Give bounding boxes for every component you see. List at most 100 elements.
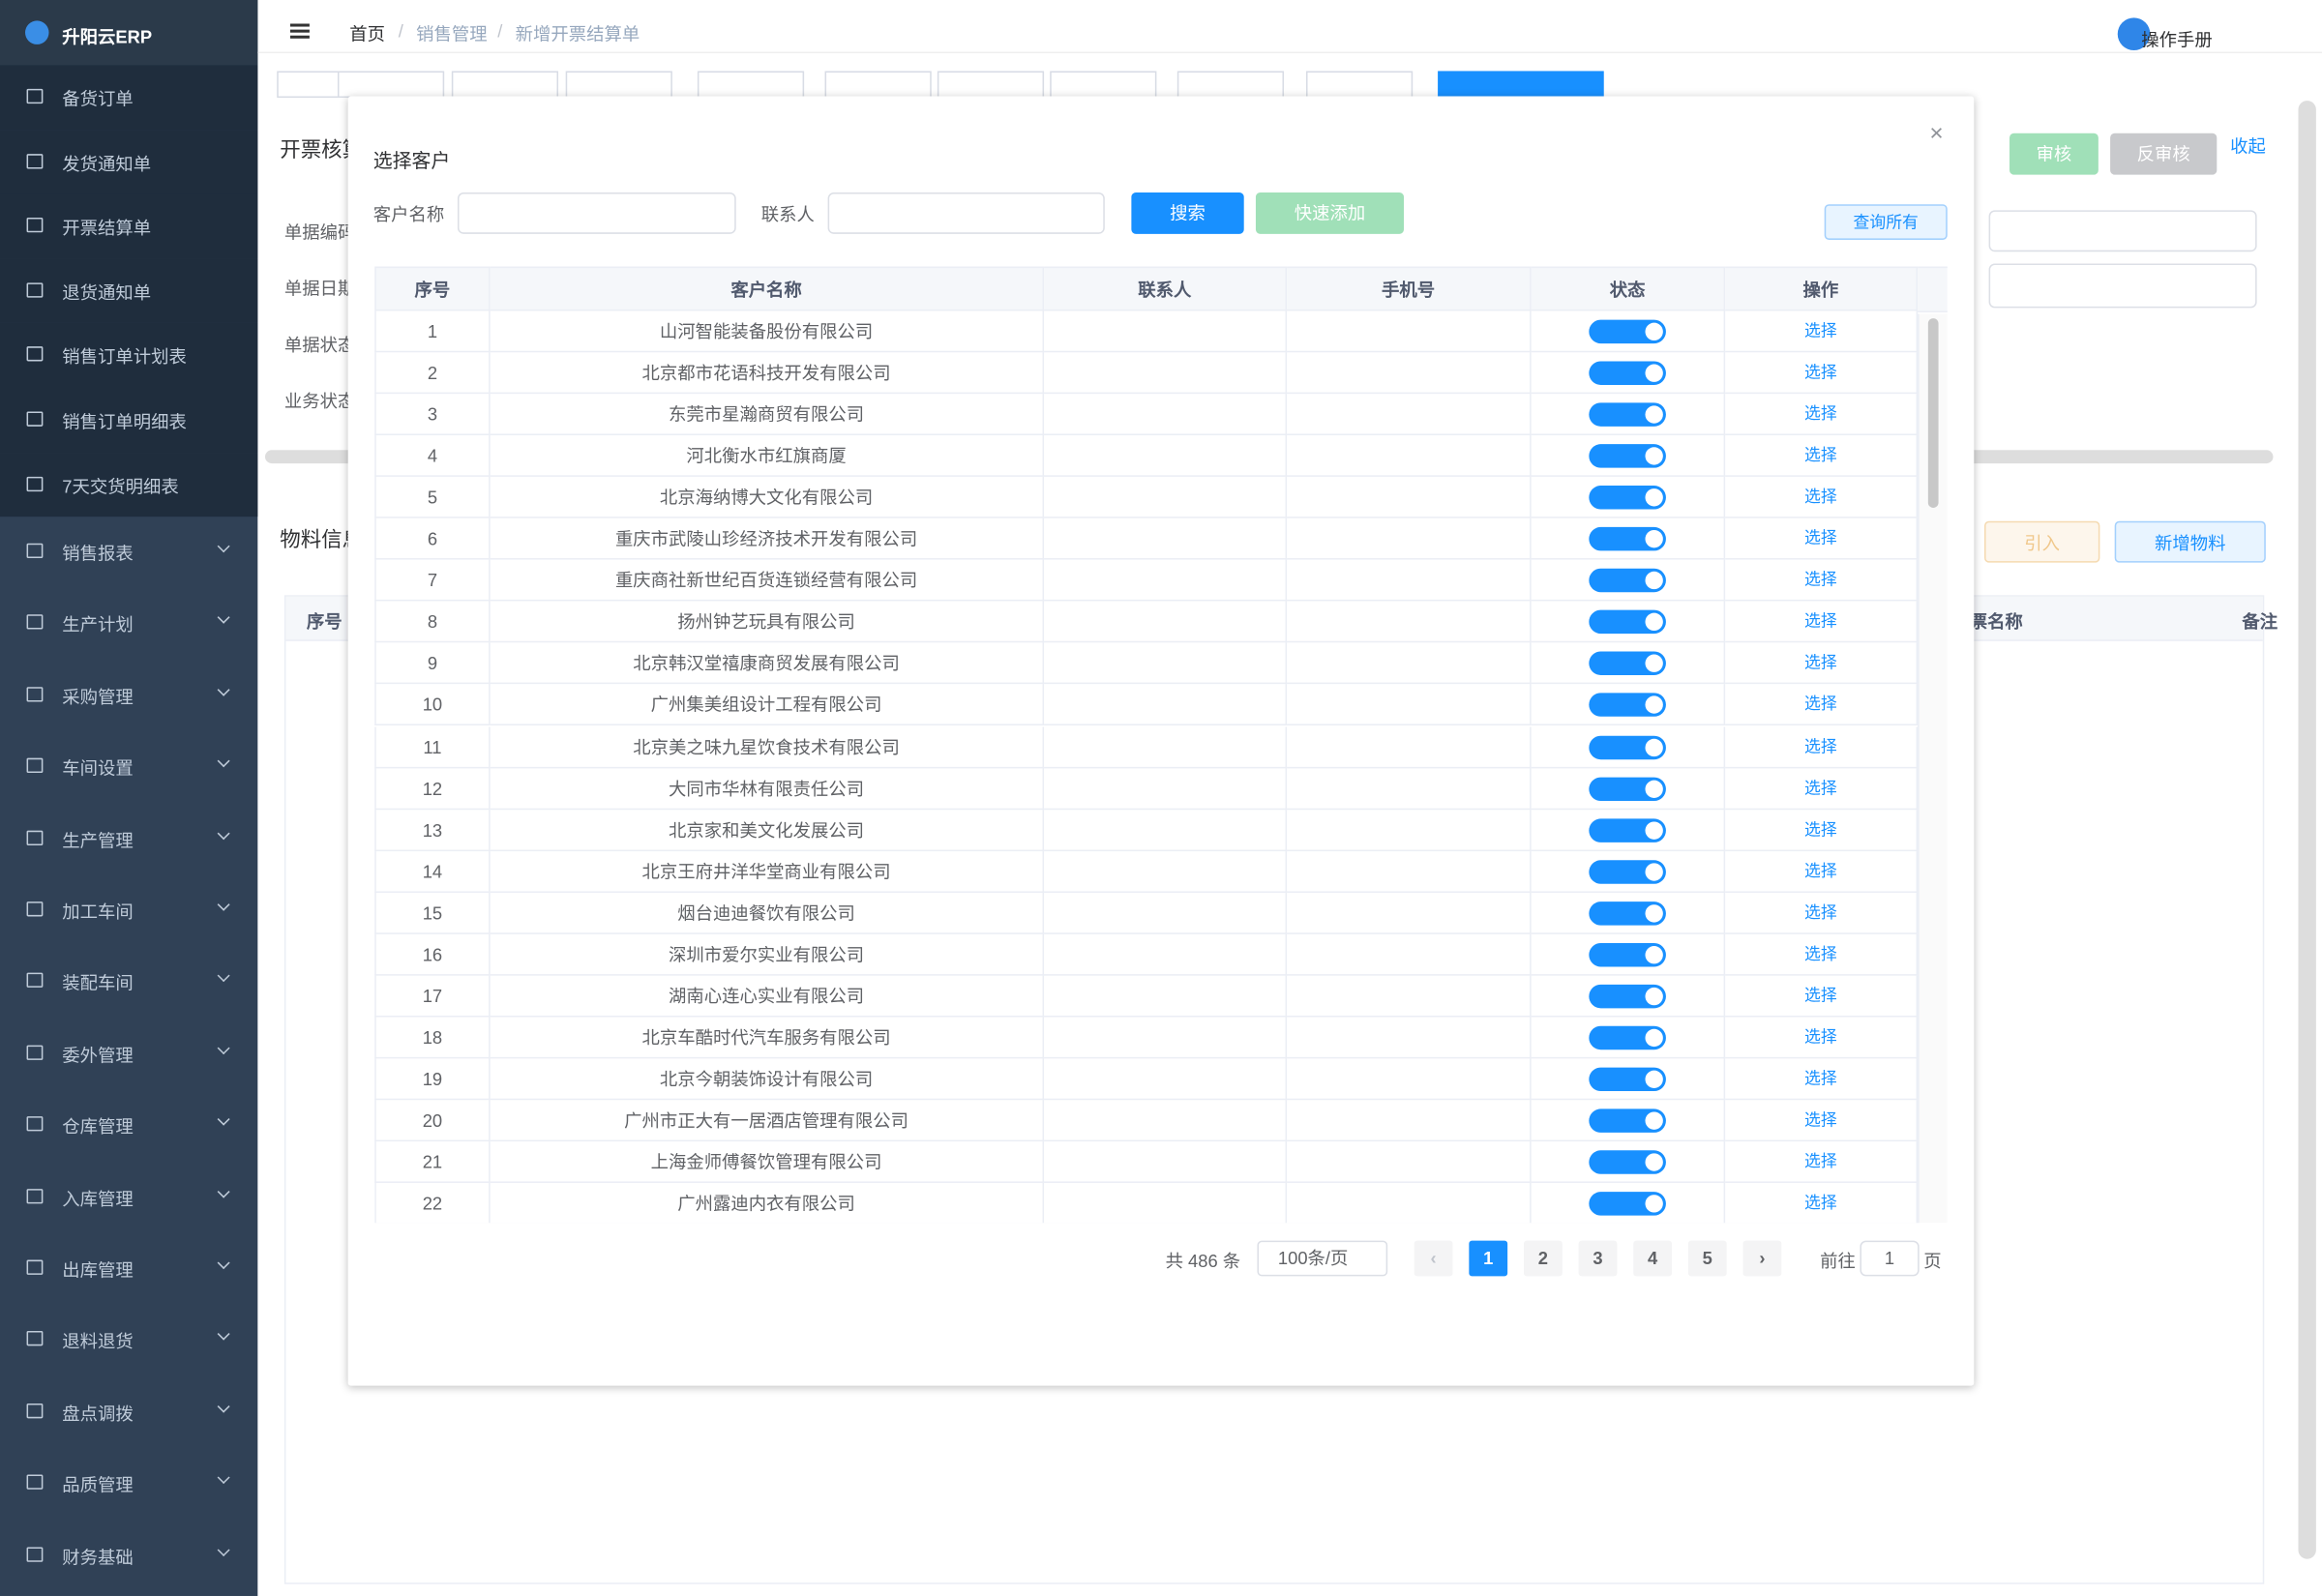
- tag[interactable]: [337, 71, 445, 99]
- tag[interactable]: [697, 71, 805, 99]
- tag[interactable]: [824, 71, 932, 99]
- menu-group[interactable]: 装配车间: [0, 947, 257, 1018]
- action[interactable]: 选择: [1725, 642, 1919, 685]
- tag[interactable]: [1176, 71, 1285, 99]
- tag[interactable]: [565, 71, 672, 99]
- status-switch[interactable]: [1589, 817, 1666, 842]
- page-button[interactable]: 3: [1578, 1240, 1618, 1277]
- action[interactable]: 选择: [1725, 809, 1919, 851]
- menu-item[interactable]: 开票结算单: [0, 193, 258, 259]
- name-input[interactable]: [457, 192, 736, 234]
- action[interactable]: 选择: [1725, 1058, 1919, 1101]
- action[interactable]: 选择: [1725, 767, 1919, 810]
- menu-group[interactable]: 车间设置: [0, 731, 257, 802]
- menu-item[interactable]: 退货通知单: [0, 258, 258, 324]
- manual-link[interactable]: 操作手册: [2141, 29, 2213, 51]
- action[interactable]: 选择: [1725, 684, 1919, 726]
- menu-group[interactable]: 出库管理: [0, 1233, 257, 1304]
- status-switch[interactable]: [1589, 901, 1666, 926]
- status-switch[interactable]: [1589, 402, 1666, 427]
- action[interactable]: 选择: [1725, 601, 1919, 643]
- next[interactable]: ›: [1742, 1240, 1782, 1277]
- status-switch[interactable]: [1589, 527, 1666, 551]
- page-size[interactable]: 100条/页: [1257, 1240, 1388, 1277]
- status-switch[interactable]: [1589, 319, 1666, 344]
- bg-textarea[interactable]: [1988, 263, 2257, 309]
- menu-group[interactable]: 生产计划: [0, 588, 257, 659]
- page-button[interactable]: 5: [1687, 1240, 1727, 1277]
- action[interactable]: 选择: [1725, 1017, 1919, 1059]
- action[interactable]: 选择: [1725, 725, 1919, 768]
- approve-btn[interactable]: 审核: [2009, 133, 2099, 175]
- status-switch[interactable]: [1589, 569, 1666, 593]
- page-button[interactable]: 2: [1523, 1240, 1563, 1277]
- action[interactable]: 选择: [1725, 892, 1919, 934]
- action[interactable]: 选择: [1725, 477, 1919, 518]
- action[interactable]: 选择: [1725, 933, 1919, 976]
- action[interactable]: 选择: [1725, 435, 1919, 478]
- menu-item[interactable]: 发货通知单: [0, 130, 258, 194]
- status-switch[interactable]: [1589, 693, 1666, 718]
- menu-item[interactable]: 7天交货明细表: [0, 452, 258, 517]
- menu-group[interactable]: 入库管理: [0, 1162, 257, 1232]
- breadcrumb-item[interactable]: 首页: [349, 23, 385, 44]
- action[interactable]: 选择: [1725, 1100, 1919, 1141]
- import-btn[interactable]: 引入: [1984, 520, 2100, 563]
- menu-group[interactable]: 品质管理: [0, 1448, 257, 1519]
- table-scroll-thumb[interactable]: [1927, 318, 1939, 508]
- avatar[interactable]: [2117, 17, 2151, 51]
- menu-group[interactable]: 财务基础: [0, 1520, 257, 1590]
- query-all-btn[interactable]: 查询所有: [1824, 204, 1948, 240]
- status-switch[interactable]: [1589, 610, 1666, 635]
- status-switch[interactable]: [1589, 444, 1666, 468]
- page-button[interactable]: 4: [1633, 1240, 1673, 1277]
- status-switch[interactable]: [1589, 1025, 1666, 1049]
- status-switch[interactable]: [1589, 942, 1666, 967]
- action[interactable]: 选择: [1725, 352, 1919, 395]
- status-switch[interactable]: [1589, 984, 1666, 1009]
- status-switch[interactable]: [1589, 859, 1666, 884]
- menu-group[interactable]: 加工车间: [0, 875, 257, 946]
- action[interactable]: 选择: [1725, 1183, 1919, 1224]
- status-switch[interactable]: [1589, 652, 1666, 676]
- action[interactable]: 选择: [1725, 310, 1919, 353]
- breadcrumb-item[interactable]: 销售管理: [416, 23, 488, 44]
- menu-item[interactable]: 备货订单: [0, 65, 258, 131]
- status-switch[interactable]: [1589, 1192, 1666, 1216]
- menu-item[interactable]: 销售订单计划表: [0, 323, 258, 388]
- action[interactable]: 选择: [1725, 1141, 1919, 1183]
- menu-toggle[interactable]: [289, 23, 310, 27]
- action[interactable]: 选择: [1725, 394, 1919, 436]
- tag[interactable]: [1438, 71, 1604, 99]
- contact-input[interactable]: [827, 192, 1105, 234]
- menu-group[interactable]: 生产管理: [0, 803, 257, 873]
- prev[interactable]: ‹: [1414, 1240, 1453, 1277]
- search-btn[interactable]: 搜索: [1131, 192, 1244, 234]
- menu-group[interactable]: 盘点调拨: [0, 1376, 257, 1447]
- status-switch[interactable]: [1589, 486, 1666, 510]
- unapprove-btn[interactable]: 反审核: [2110, 133, 2218, 175]
- menu-group[interactable]: 采购管理: [0, 660, 257, 730]
- action[interactable]: 选择: [1725, 975, 1919, 1018]
- menu-group[interactable]: 委外管理: [0, 1019, 257, 1089]
- tag[interactable]: [937, 71, 1045, 99]
- status-switch[interactable]: [1589, 1108, 1666, 1133]
- bg-input-box[interactable]: [1988, 210, 2257, 252]
- collapse-link[interactable]: 收起: [2230, 135, 2266, 158]
- menu-group[interactable]: 仓库管理: [0, 1090, 257, 1161]
- status-switch[interactable]: [1589, 776, 1666, 801]
- action[interactable]: 选择: [1725, 850, 1919, 893]
- page-button[interactable]: 1: [1469, 1240, 1508, 1277]
- action[interactable]: 选择: [1725, 518, 1919, 560]
- quick-add-btn[interactable]: 快速添加: [1255, 192, 1405, 234]
- status-switch[interactable]: [1589, 734, 1666, 759]
- menu-group[interactable]: 销售报表: [0, 517, 257, 587]
- tag[interactable]: [1050, 71, 1157, 99]
- action[interactable]: 选择: [1725, 560, 1919, 602]
- menu-group[interactable]: 退料退货: [0, 1305, 257, 1375]
- status-switch[interactable]: [1589, 1150, 1666, 1174]
- tag[interactable]: [1305, 71, 1414, 99]
- close[interactable]: ×: [1929, 121, 1944, 147]
- status-switch[interactable]: [1589, 361, 1666, 386]
- status-switch[interactable]: [1589, 1067, 1666, 1091]
